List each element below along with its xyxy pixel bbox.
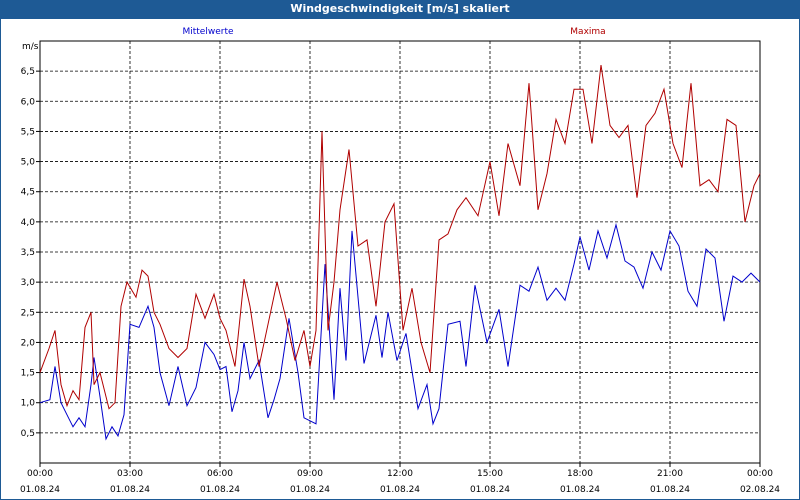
legend-mittelwerte: Mittelwerte <box>182 27 233 37</box>
chart-title: Windgeschwindigkeit [m/s] skaliert <box>0 0 800 18</box>
plot-area-border <box>39 40 761 464</box>
y-tick-label: 6,0 <box>21 97 36 107</box>
x-tick-date-label: 01.08.24 <box>470 485 510 495</box>
y-tick-label: 3,0 <box>21 278 36 288</box>
x-tick-date-label: 01.08.24 <box>200 485 240 495</box>
y-tick-label: 4,0 <box>21 218 36 228</box>
x-tick-time-label: 21:00 <box>657 469 683 479</box>
x-tick-time-label: 00:00 <box>747 469 773 479</box>
legend-maxima: Maxima <box>570 27 605 37</box>
x-tick-time-label: 18:00 <box>567 469 593 479</box>
x-tick-time-label: 09:00 <box>297 469 323 479</box>
x-tick-date-label: 02.08.24 <box>740 485 780 495</box>
x-tick-date-label: 01.08.24 <box>290 485 330 495</box>
y-tick-label: 0,5 <box>21 429 35 439</box>
x-tick-time-label: 06:00 <box>207 469 233 479</box>
y-tick-label: 1,0 <box>21 399 36 409</box>
series-line-mittelwerte <box>39 222 761 441</box>
y-axis-label: m/s <box>22 42 39 52</box>
y-tick-label: 6,5 <box>21 67 35 77</box>
y-tick-label: 5,0 <box>21 158 36 168</box>
x-tick-date-label: 01.08.24 <box>110 485 150 495</box>
series-line-maxima <box>39 65 761 410</box>
x-tick-time-label: 15:00 <box>477 469 503 479</box>
y-tick-label: 2,5 <box>21 308 35 318</box>
y-tick-label: 4,5 <box>21 188 35 198</box>
series-lines <box>39 65 761 441</box>
x-tick-date-label: 01.08.24 <box>380 485 420 495</box>
x-tick-time-label: 03:00 <box>117 469 143 479</box>
y-tick-label: 2,0 <box>21 338 36 348</box>
axes <box>36 40 761 467</box>
x-tick-date-label: 01.08.24 <box>20 485 60 495</box>
y-tick-label: 1,5 <box>21 369 35 379</box>
tick-labels: 0,5 1,0 1,5 2,0 2,5 3,0 3,5 4,0 4,5 5,0 5,5 6,0 6,5 0… <box>20 67 780 495</box>
x-tick-time-label: 00:00 <box>27 469 53 479</box>
x-tick-date-label: 01.08.24 <box>650 485 690 495</box>
x-tick-date-label: 01.08.24 <box>560 485 600 495</box>
y-tick-label: 3,5 <box>21 248 35 258</box>
x-tick-time-label: 12:00 <box>387 469 413 479</box>
y-tick-label: 5,5 <box>21 127 35 137</box>
